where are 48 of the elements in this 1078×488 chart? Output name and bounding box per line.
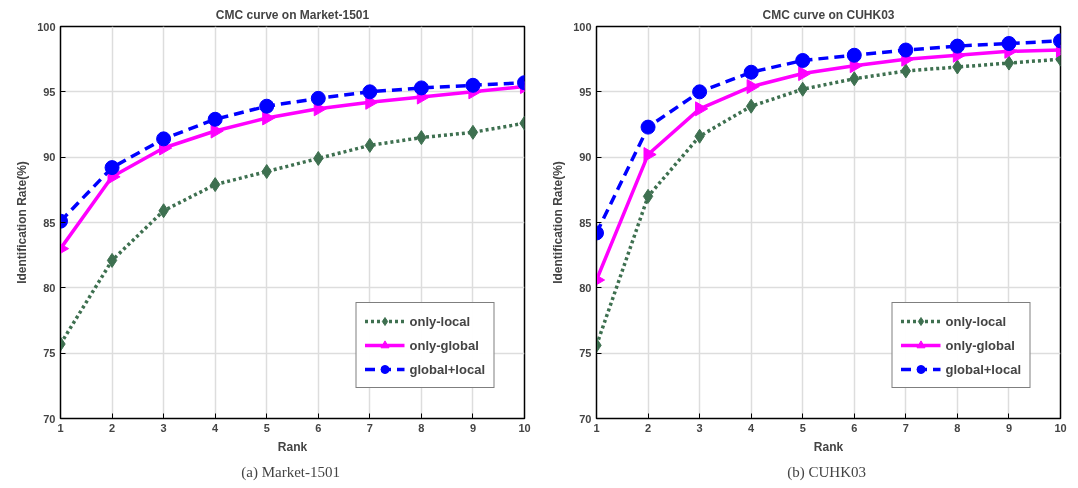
- x-tick-label: 6: [315, 421, 322, 434]
- y-tick-label: 85: [43, 216, 56, 229]
- y-tick-label: 70: [579, 412, 592, 425]
- y-axis-title: Identification Rate(%): [551, 161, 566, 284]
- y-tick-label: 100: [37, 20, 56, 33]
- y-tick-label: 95: [579, 85, 592, 98]
- x-tick-label: 3: [696, 421, 703, 434]
- x-tick-label: 9: [469, 421, 477, 434]
- legend-label: only-global: [945, 337, 1015, 353]
- x-tick-label: 1: [57, 421, 64, 434]
- y-tick-label: 100: [573, 20, 592, 33]
- y-tick-label: 70: [43, 412, 56, 425]
- legend-label: only-local: [409, 313, 471, 329]
- x-tick-label: 1: [593, 421, 600, 434]
- x-tick-label: 2: [109, 421, 116, 434]
- y-tick-label: 90: [43, 151, 56, 164]
- x-tick-label: 2: [645, 421, 652, 434]
- x-tick-label: 10: [518, 421, 531, 434]
- x-tick-label: 10: [1054, 421, 1067, 434]
- legend-label: global+local: [945, 361, 1021, 377]
- x-tick-label: 3: [160, 421, 167, 434]
- x-axis-title: Rank: [813, 439, 844, 454]
- chart-title: CMC curve on Market-1501: [215, 7, 370, 22]
- x-tick-label: 6: [851, 421, 858, 434]
- legend-label: only-local: [945, 313, 1007, 329]
- legend-label: only-global: [409, 337, 479, 353]
- x-axis-title: Rank: [277, 439, 308, 454]
- x-tick-label: 9: [1005, 421, 1013, 434]
- chart-title: CMC curve on CUHK03: [762, 7, 895, 22]
- y-tick-label: 90: [579, 151, 592, 164]
- y-tick-label: 80: [579, 281, 592, 294]
- y-tick-label: 85: [579, 216, 592, 229]
- y-tick-label: 80: [43, 281, 56, 294]
- legend-label: global+local: [409, 361, 485, 377]
- y-tick-label: 75: [579, 347, 592, 360]
- x-tick-label: 4: [212, 421, 220, 434]
- text: (b) CUHK03: [787, 463, 866, 481]
- text: (a) Market-1501: [241, 463, 340, 481]
- x-tick-label: 8: [418, 421, 425, 434]
- x-tick-label: 4: [748, 421, 756, 434]
- x-tick-label: 8: [954, 421, 961, 434]
- x-tick-label: 5: [799, 421, 806, 434]
- y-axis-title: Identification Rate(%): [15, 161, 30, 284]
- x-tick-label: 5: [263, 421, 270, 434]
- y-tick-label: 95: [43, 85, 56, 98]
- x-tick-label: 7: [902, 421, 909, 434]
- y-tick-label: 75: [43, 347, 56, 360]
- x-tick-label: 7: [366, 421, 373, 434]
